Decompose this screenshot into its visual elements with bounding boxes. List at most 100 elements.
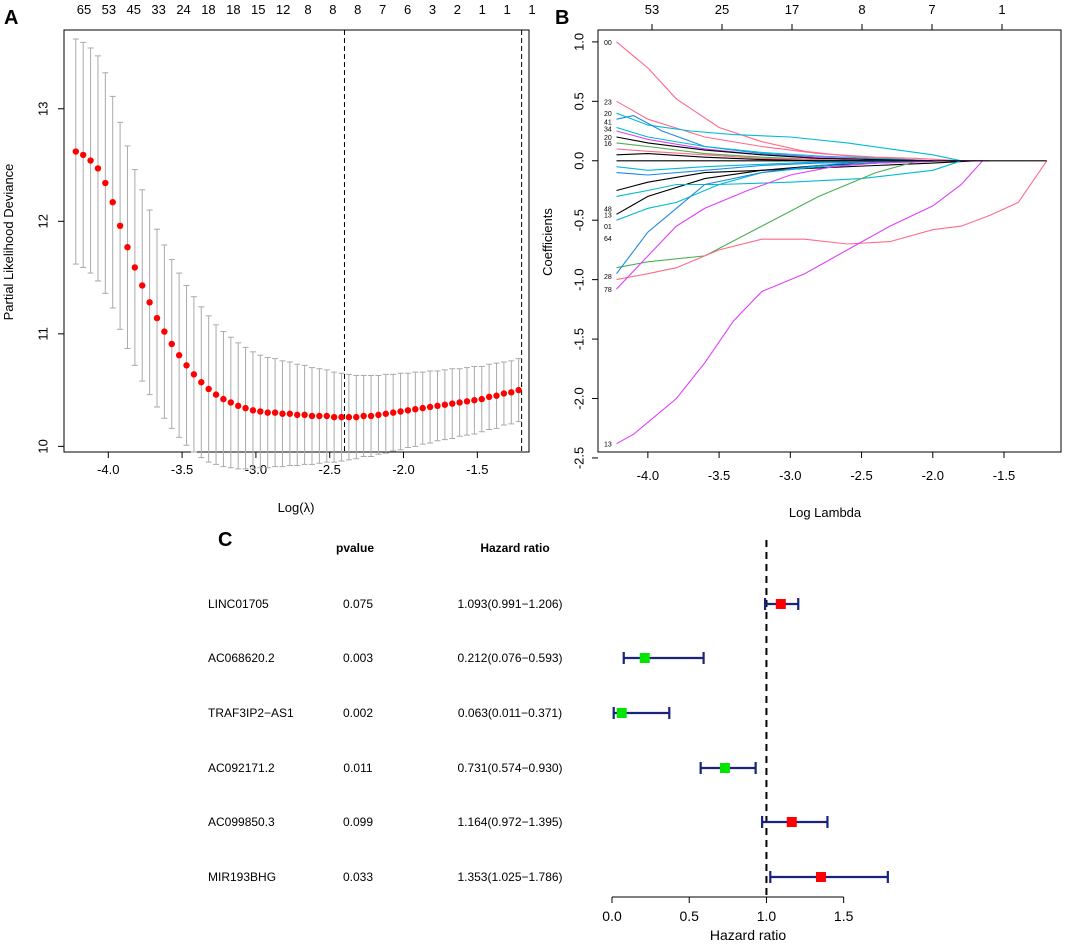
b-coef-line — [616, 160, 962, 197]
c-pvalue: 0.011 — [343, 761, 372, 775]
c-hr-point — [786, 817, 797, 827]
a-point — [419, 404, 426, 412]
a-point — [434, 402, 441, 410]
panel-b-xlabel: Log Lambda — [789, 505, 862, 520]
panel-b-plot-box — [597, 29, 1062, 453]
a-ytick-label: 13 — [35, 102, 50, 116]
panel-c: C pvalue Hazard ratio Hazard ratio 0.0 0.… — [208, 529, 889, 943]
b-top-count: 25 — [715, 2, 729, 17]
a-point — [234, 402, 242, 410]
a-top-count: 65 — [77, 2, 91, 17]
b-coef-line — [616, 148, 876, 162]
b-top-count: 1 — [998, 2, 1005, 17]
c-hr-point — [815, 872, 826, 882]
b-xtick-label: -2.5 — [850, 468, 872, 483]
a-point — [338, 413, 345, 421]
a-point — [271, 409, 279, 416]
panel-a-xlabel: Log(λ) — [278, 500, 315, 515]
b-coef-line — [616, 160, 919, 269]
a-point — [205, 385, 212, 393]
c-hr-text: 1.093(0.991−1.206) — [457, 597, 562, 611]
c-hr-point — [719, 763, 730, 773]
b-line-end-label: 20 — [604, 111, 612, 118]
a-xtick-label: -1.5 — [466, 462, 488, 477]
a-point — [227, 399, 235, 406]
b-top-count: 53 — [645, 2, 659, 17]
b-coef-line — [616, 160, 984, 445]
a-top-count: 45 — [127, 2, 141, 17]
panel-c-col-hr: Hazard ratio — [480, 541, 549, 555]
b-ytick-label: -1.5 — [571, 328, 586, 350]
a-point — [102, 179, 109, 187]
b-coef-line — [616, 112, 962, 162]
a-point — [242, 404, 249, 412]
b-xtick-label: -2.0 — [922, 468, 944, 483]
a-point — [515, 386, 522, 394]
a-point — [478, 395, 485, 403]
panel-c-xlabel: Hazard ratio — [710, 927, 786, 943]
a-xtick-label: -2.5 — [319, 462, 341, 477]
panel-b: B Log Lambda Coefficients -4.0 -3.5 -3.0 -2… — [540, 2, 1062, 520]
c-hr-text: 1.164(0.972−1.395) — [457, 815, 562, 829]
a-top-count: 8 — [354, 2, 361, 17]
a-top-count: 53 — [102, 2, 116, 17]
a-point — [345, 413, 353, 421]
a-point — [153, 314, 161, 322]
a-top-count: 12 — [276, 2, 290, 17]
a-point — [382, 410, 390, 417]
a-top-count: 18 — [226, 2, 240, 17]
c-xtick-label: 0.5 — [679, 908, 699, 924]
c-xtick-label: 1.5 — [834, 908, 854, 924]
b-coef-line — [616, 160, 876, 275]
a-point — [257, 408, 264, 415]
b-coef-line — [616, 115, 933, 162]
a-point — [190, 371, 198, 378]
b-top-count: 17 — [785, 2, 799, 17]
a-point — [330, 413, 338, 421]
c-pvalue: 0.099 — [343, 815, 373, 829]
a-top-count: 1 — [479, 2, 486, 17]
a-point — [397, 408, 404, 415]
a-ytick-label: 10 — [35, 439, 50, 453]
b-line-end-label: 13 — [604, 212, 612, 219]
a-point — [183, 362, 190, 369]
c-gene-label: AC092171.2 — [208, 761, 275, 775]
a-top-count: 6 — [404, 2, 411, 17]
b-ytick-label: 1.0 — [571, 33, 586, 51]
b-ytick-label: 0.0 — [571, 152, 586, 170]
b-line-end-label: 23 — [604, 99, 612, 106]
b-ytick-label: -2.0 — [571, 387, 586, 409]
c-hr-text: 0.731(0.574−0.930) — [457, 761, 562, 775]
a-point — [316, 412, 323, 420]
b-line-end-label: 13 — [604, 442, 612, 449]
panel-c-label: C — [218, 529, 232, 551]
b-line-end-label: 20 — [604, 135, 612, 142]
b-coef-line — [616, 126, 933, 162]
b-coef-line — [616, 100, 990, 162]
c-hr-point — [639, 653, 650, 663]
b-line-end-label: 28 — [604, 274, 612, 281]
c-pvalue: 0.003 — [343, 651, 373, 665]
a-xtick-label: -3.0 — [245, 462, 267, 477]
c-xtick-label: 1.0 — [757, 908, 777, 924]
a-point — [264, 409, 271, 416]
a-point — [367, 412, 375, 420]
a-top-count: 24 — [176, 2, 190, 17]
a-point — [441, 401, 449, 408]
panel-a: A Log(λ) Partial Likelihood Deviance -4.… — [1, 2, 536, 515]
a-point — [375, 411, 382, 419]
c-gene-label: MIR193BHG — [208, 870, 276, 884]
panel-c-col-pvalue: pvalue — [336, 541, 374, 555]
c-hr-text: 1.353(1.025−1.786) — [457, 870, 562, 884]
a-top-count: 33 — [151, 2, 165, 17]
c-hr-point — [616, 708, 627, 718]
a-point — [353, 413, 360, 421]
b-xtick-label: -4.0 — [637, 468, 659, 483]
c-pvalue: 0.075 — [343, 597, 373, 611]
a-point — [471, 397, 478, 404]
a-point — [323, 412, 330, 420]
c-gene-label: AC068620.2 — [208, 651, 275, 665]
c-gene-label: AC099850.3 — [208, 815, 275, 829]
a-point — [286, 410, 294, 417]
a-point — [146, 299, 153, 306]
